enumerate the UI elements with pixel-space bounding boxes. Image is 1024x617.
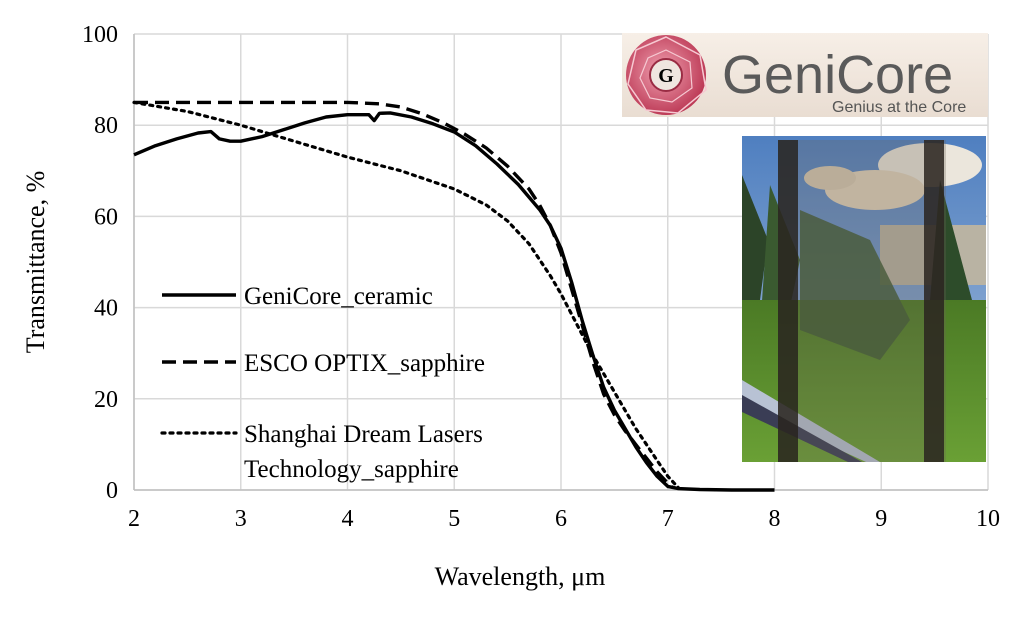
gem-icon: G bbox=[626, 35, 707, 115]
x-tick-label: 10 bbox=[976, 506, 1000, 532]
y-tick-label: 20 bbox=[94, 387, 118, 413]
x-tick-label: 7 bbox=[662, 506, 674, 532]
sapphire-window-photo bbox=[742, 136, 986, 462]
series-line-1 bbox=[134, 100, 675, 489]
y-tick-label: 0 bbox=[106, 478, 118, 504]
x-tick-label: 8 bbox=[769, 506, 781, 532]
logo-tagline-text: Genius at the Core bbox=[832, 99, 966, 116]
logo-brand-text: GeniCore bbox=[722, 45, 953, 105]
svg-text:G: G bbox=[658, 65, 674, 87]
y-tick-label: 40 bbox=[94, 296, 118, 322]
series-lines bbox=[132, 100, 775, 492]
x-tick-label: 5 bbox=[448, 506, 460, 532]
x-tick-label: 3 bbox=[235, 506, 247, 532]
genicore-logo: G GeniCore Genius at the Core bbox=[622, 33, 988, 117]
x-tick-label: 4 bbox=[342, 506, 354, 532]
x-tick-label: 6 bbox=[555, 506, 567, 532]
legend-label-2: Technology_sapphire bbox=[244, 456, 459, 483]
legend: GeniCore_ceramic ESCO OPTIX_sapphire Shang… bbox=[160, 283, 485, 483]
y-axis-title: Transmittance, % bbox=[21, 171, 50, 353]
x-tick-label: 2 bbox=[128, 506, 140, 532]
x-tick-label: 9 bbox=[875, 506, 887, 532]
legend-label-1: ESCO OPTIX_sapphire bbox=[244, 350, 485, 377]
x-axis-title: Wavelength, μm bbox=[435, 562, 606, 591]
y-tick-label: 60 bbox=[94, 204, 118, 230]
legend-label-0: GeniCore_ceramic bbox=[244, 283, 433, 310]
y-tick-label: 100 bbox=[82, 22, 118, 48]
y-tick-label: 80 bbox=[94, 113, 118, 139]
legend-label-2: Shanghai Dream Lasers bbox=[244, 421, 483, 448]
series-line-0 bbox=[133, 111, 775, 492]
series-line-2 bbox=[132, 100, 681, 490]
axes bbox=[133, 34, 988, 491]
